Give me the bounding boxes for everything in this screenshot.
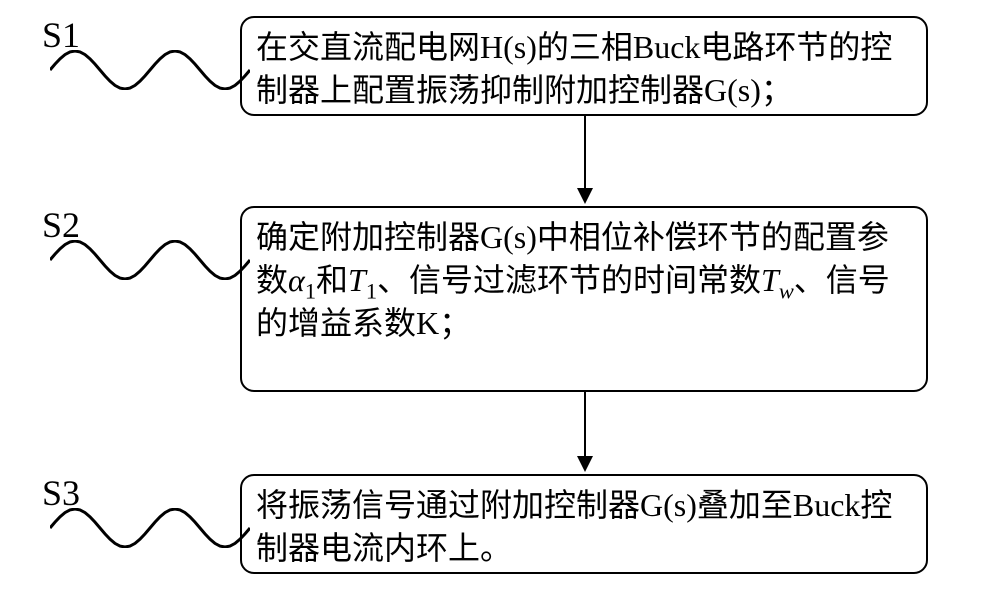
- arrow-1-line: [584, 116, 586, 188]
- arrow-2-line: [584, 392, 586, 456]
- step-box-s1: 在交直流配电网H(s)的三相Buck电路环节的控制器上配置振荡抑制附加控制器G(…: [240, 16, 928, 116]
- step-text-s3: 将振荡信号通过附加控制器G(s)叠加至Buck控制器电流内环上。: [256, 484, 912, 570]
- sine-connector: [50, 50, 250, 90]
- arrow-2-head-icon: [577, 456, 593, 472]
- step-box-s2: 确定附加控制器G(s)中相位补偿环节的配置参数α1和T1、信号过滤环节的时间常数…: [240, 206, 928, 392]
- sine-connector: [50, 508, 250, 548]
- sine-connector: [50, 240, 250, 280]
- step-text-s2: 确定附加控制器G(s)中相位补偿环节的配置参数α1和T1、信号过滤环节的时间常数…: [256, 216, 912, 346]
- arrow-1-head-icon: [577, 188, 593, 204]
- step-text-s1: 在交直流配电网H(s)的三相Buck电路环节的控制器上配置振荡抑制附加控制器G(…: [256, 26, 912, 112]
- step-box-s3: 将振荡信号通过附加控制器G(s)叠加至Buck控制器电流内环上。: [240, 474, 928, 574]
